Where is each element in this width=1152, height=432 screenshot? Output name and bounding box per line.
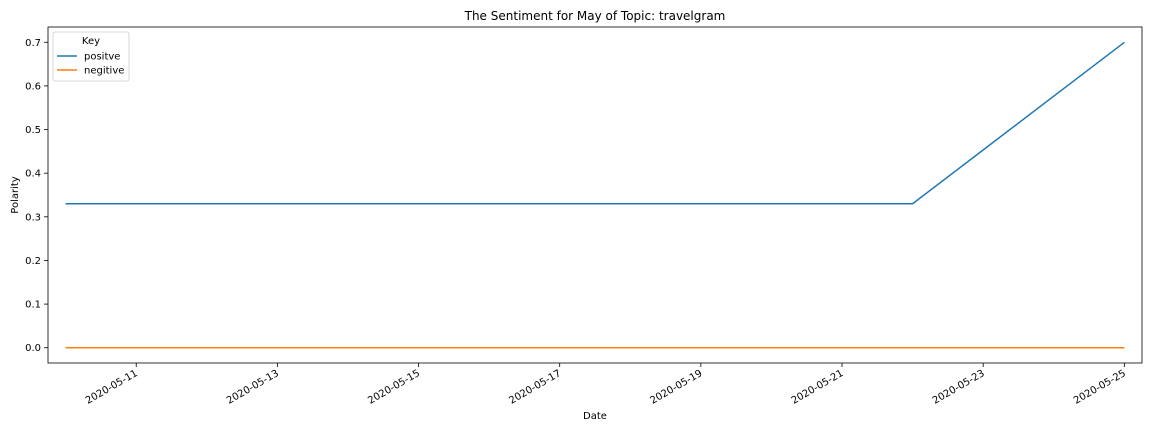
x-tick-label: 2020-05-15: [366, 368, 422, 407]
x-tick-label: 2020-05-17: [507, 368, 563, 407]
y-tick-label: 0.0: [25, 343, 41, 354]
legend-title: Key: [82, 36, 100, 47]
x-axis-label: Date: [583, 411, 607, 422]
y-tick-label: 0.6: [25, 81, 41, 92]
legend-entry: negitive: [84, 66, 124, 77]
x-tick-label: 2020-05-23: [931, 368, 987, 407]
legend: Key positve negitive: [52, 31, 130, 82]
plot-area: [65, 41, 1125, 349]
chart-title: The Sentiment for May of Topic: travelgr…: [464, 9, 726, 23]
plot-frame: [47, 26, 1143, 364]
y-tick-label: 0.3: [25, 212, 41, 223]
x-tick-label: 2020-05-11: [84, 368, 140, 407]
x-axis: 2020-05-11 2020-05-13 2020-05-15 2020-05-17…: [84, 363, 1128, 407]
legend-entry: positve: [84, 52, 120, 63]
y-tick-label: 0.4: [25, 169, 41, 180]
y-axis: 0.0 0.1 0.2 0.3 0.4 0.5 0.6 0.7: [25, 38, 48, 354]
series-line-positve: [65, 41, 1125, 205]
y-tick-label: 0.7: [25, 38, 41, 49]
y-tick-label: 0.5: [25, 125, 41, 136]
y-axis-label: Polarity: [10, 176, 21, 214]
x-tick-label: 2020-05-25: [1072, 368, 1128, 407]
y-tick-label: 0.1: [25, 300, 41, 311]
x-tick-label: 2020-05-21: [790, 368, 846, 407]
y-tick-label: 0.2: [25, 256, 41, 267]
x-tick-label: 2020-05-19: [649, 368, 705, 407]
x-tick-label: 2020-05-13: [225, 368, 281, 407]
legend-box: [52, 31, 130, 82]
